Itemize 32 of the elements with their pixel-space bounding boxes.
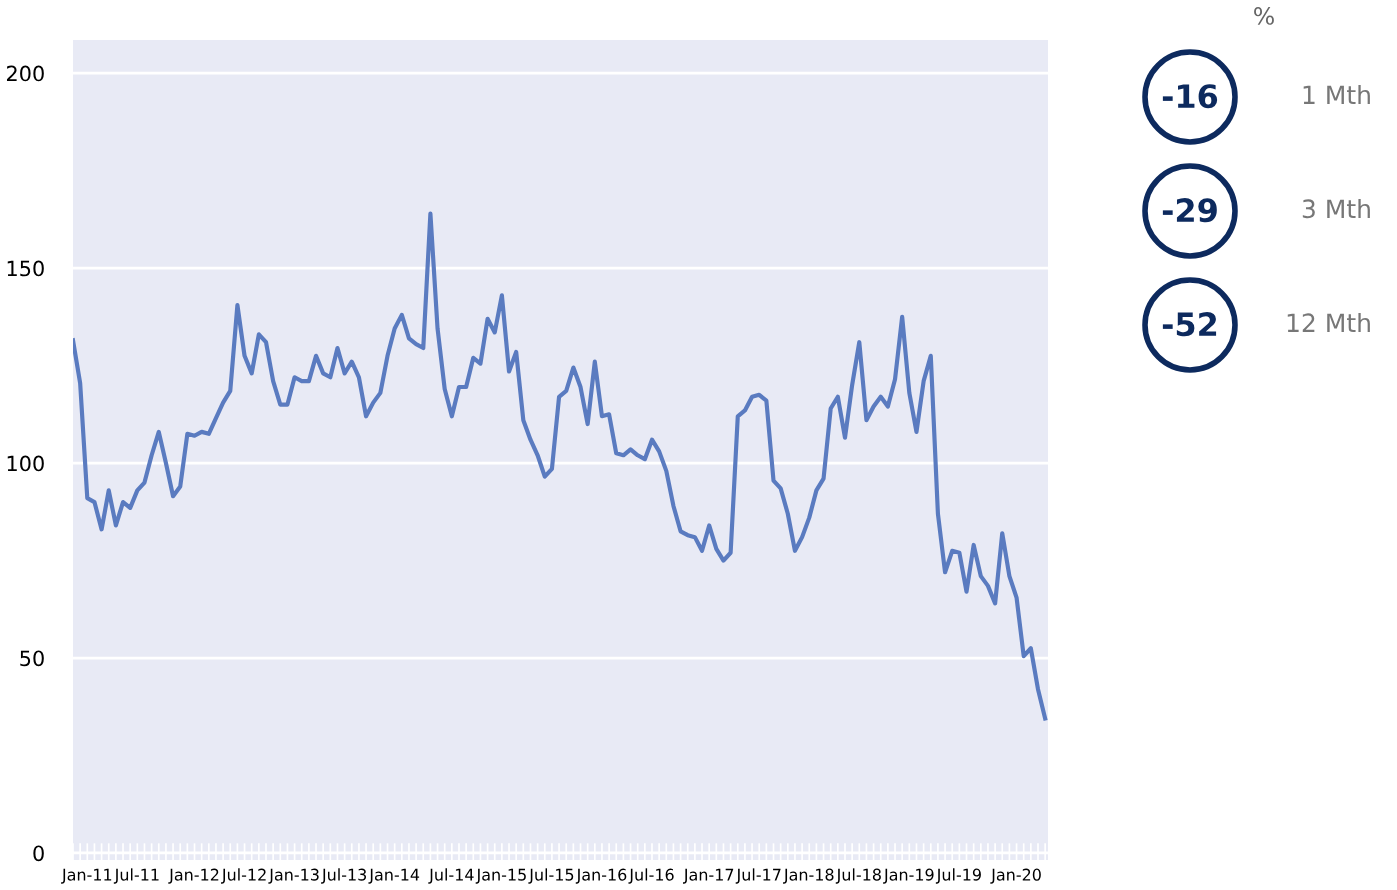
- y-tick-label: 0: [33, 845, 44, 862]
- text: 1 Mth: [1303, 84, 1370, 104]
- x-tick-label: Jan-19: [883, 868, 934, 884]
- line-series: [73, 211, 1048, 721]
- x-tick-label: Jul-19: [935, 868, 981, 884]
- x-tick-label: Jul-14: [428, 868, 474, 884]
- text: -16: [1162, 84, 1218, 109]
- x-tick-label: Jul-17: [735, 868, 781, 884]
- x-tick-label: Jan-12: [168, 868, 219, 884]
- text: -29: [1162, 198, 1217, 223]
- x-tick-label: Jan-18: [783, 868, 834, 884]
- text: -52: [1162, 312, 1217, 337]
- x-tick-label: Jan-16: [575, 868, 627, 884]
- x-tick-label: Jul-11: [113, 868, 159, 884]
- x-tick-label: Jan-17: [683, 868, 734, 884]
- x-tick-label: Jul-12: [221, 868, 266, 884]
- x-tick-label: Jan-14: [368, 868, 420, 884]
- x-tick-label: Jul-13: [321, 868, 367, 884]
- x-tick-label: Jan-20: [990, 868, 1041, 884]
- y-tick-label: 100: [7, 455, 44, 472]
- x-tick-label: Jan-13: [268, 868, 319, 884]
- y-tick-label: 50: [20, 650, 44, 667]
- text: 12 Mth: [1287, 312, 1370, 332]
- x-tick-label: Jan-15: [475, 868, 526, 884]
- text: 3 Mth: [1302, 198, 1370, 219]
- y-tick-label: 150: [7, 260, 44, 277]
- x-tick-label: Jan-11: [61, 868, 112, 884]
- text: %: [1254, 6, 1274, 25]
- x-tick-label: Jul-15: [528, 868, 574, 884]
- x-tick-label: Jul-18: [835, 868, 881, 884]
- x-tick-label: Jul-16: [628, 868, 674, 884]
- y-tick-label: 200: [6, 65, 44, 82]
